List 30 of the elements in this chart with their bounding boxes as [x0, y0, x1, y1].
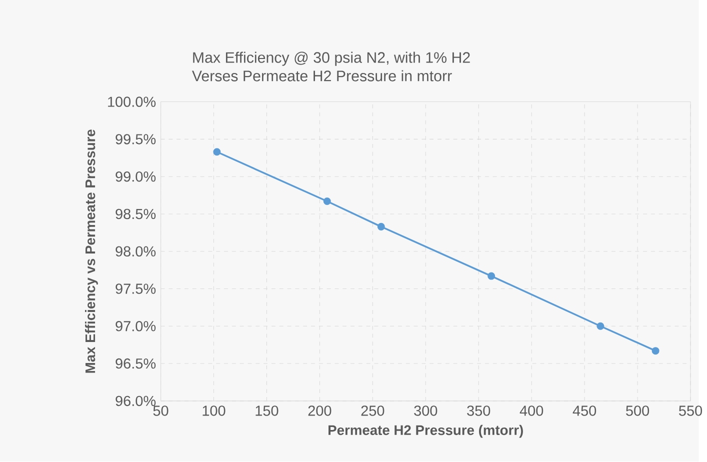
- y-tick-label: 98.0%: [116, 246, 156, 257]
- point: [596, 322, 604, 330]
- x-tick-label: 200: [308, 406, 332, 416]
- x-tick-label: 100: [202, 406, 226, 416]
- chart-title: Max Efficiency @ 30 psia N2, with 1% H2: [193, 52, 470, 66]
- point: [213, 148, 221, 156]
- point: [323, 198, 331, 206]
- x-axis-title: Permeate H2 Pressure (mtorr): [328, 425, 523, 438]
- point: [652, 347, 660, 355]
- chart-subtitle: Verses Permeate H2 Pressure in mtorr: [192, 70, 452, 82]
- x-tick-label: 450: [572, 406, 596, 416]
- x-tick-label: 400: [520, 406, 544, 416]
- point: [488, 272, 496, 280]
- x-tick-label: 300: [414, 406, 438, 416]
- y-tick-label: 96.5%: [116, 358, 156, 369]
- y-tick-label: 99.5%: [116, 134, 156, 145]
- x-tick-label: 350: [467, 406, 490, 416]
- y-tick-label: 99.0%: [116, 172, 156, 182]
- y-axis-title: Max Efficiency vs Permeate Pressure: [85, 130, 98, 373]
- y-tick-label: 96.0%: [116, 396, 156, 406]
- x-tick-label: 150: [256, 406, 278, 416]
- x-tick-label: 550: [679, 406, 702, 416]
- y-tick-label: 97.5%: [116, 284, 156, 294]
- x-tick-label: 500: [626, 406, 650, 416]
- x-tick-label: 50: [153, 406, 168, 416]
- y-tick-label: 100.0%: [108, 96, 156, 108]
- x-tick-label: 250: [361, 406, 384, 416]
- y-tick-label: 98.5%: [116, 209, 156, 220]
- point: [377, 223, 385, 231]
- y-tick-label: 97.0%: [116, 321, 156, 332]
